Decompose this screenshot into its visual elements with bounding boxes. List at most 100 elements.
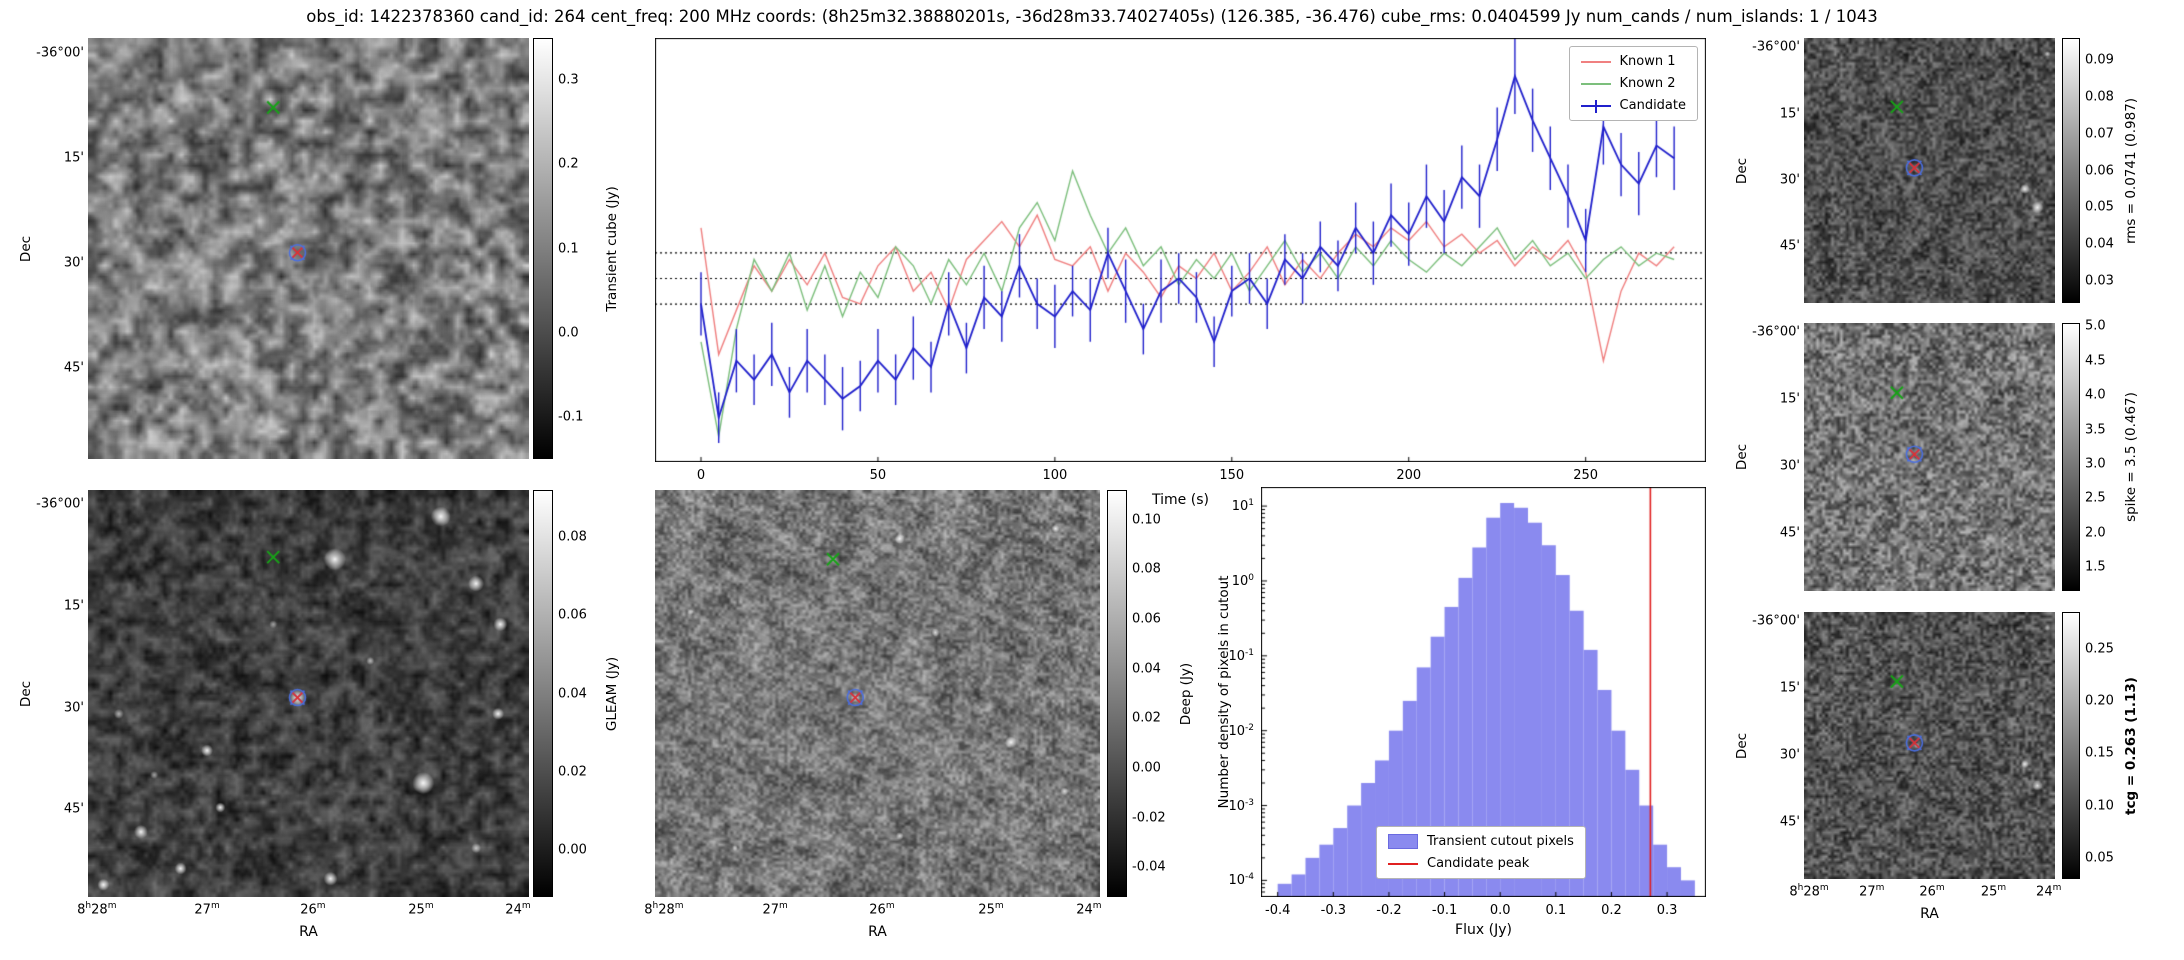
histogram-legend: Transient cutout pixels Candidate peak	[1376, 826, 1586, 879]
lightcurve-x-tick-label: 0	[696, 468, 706, 483]
candidate-legend-label: Candidate	[1619, 98, 1686, 113]
colorbar-tick-label: 0.02	[558, 764, 587, 780]
ra-tick-label: 26m	[300, 901, 326, 918]
dec-tick-label: 15'	[63, 150, 84, 166]
dec-axis-label: Dec	[1734, 443, 1750, 471]
rms-image	[1804, 38, 2055, 303]
colorbar-tick-label: 0.3	[558, 72, 579, 88]
dec-tick-label: -36°00'	[1752, 39, 1800, 55]
colorbar-tick-label: 0.05	[2085, 850, 2114, 866]
histogram-y-tick-label: 10-4	[1228, 872, 1254, 889]
transient-cube-colorbar	[533, 38, 553, 459]
histogram-y-tick-label: 10-1	[1228, 647, 1254, 664]
colorbar-tick-label: 0.08	[1132, 561, 1161, 577]
legend-entry-candidate: Candidate	[1580, 98, 1686, 113]
dec-tick-label: 45'	[1779, 238, 1800, 254]
dec-axis-label: Dec	[1734, 732, 1750, 759]
rms-colorbar	[2062, 38, 2080, 303]
ra-tick-label: 27m	[194, 901, 220, 918]
colorbar-tick-label: 3.0	[2085, 456, 2106, 472]
lightcurve-xlabel: Time (s)	[1152, 492, 1209, 508]
ra-tick-label: 26m	[869, 901, 895, 918]
gleam-colorbar-label: GLEAM (Jy)	[604, 656, 620, 731]
legend-entry-known1: Known 1	[1580, 54, 1686, 69]
colorbar-tick-label: 5.0	[2085, 318, 2106, 334]
legend-entry-known2: Known 2	[1580, 76, 1686, 91]
dec-tick-label: 45'	[63, 360, 84, 376]
ra-tick-label: 27m	[762, 901, 788, 918]
colorbar-tick-label: 1.5	[2085, 559, 2106, 575]
rms-colorbar-label: rms = 0.0741 (0.987)	[2123, 97, 2139, 244]
colorbar-tick-label: 0.10	[1132, 512, 1161, 528]
colorbar-tick-label: 0.02	[1132, 710, 1161, 726]
histogram-y-tick-label: 101	[1231, 497, 1254, 515]
colorbar-tick-label: 0.20	[2085, 693, 2114, 709]
lightcurve-x-tick-label: 50	[869, 468, 887, 483]
candidate-peak-line-swatch	[1388, 862, 1418, 865]
colorbar-tick-label: 2.5	[2085, 490, 2106, 506]
colorbar-tick-label: 0.10	[2085, 798, 2114, 814]
spike-colorbar	[2062, 323, 2080, 591]
lightcurve-x-tick-label: 200	[1396, 468, 1422, 483]
colorbar-tick-label: 0.00	[558, 842, 587, 858]
candidate-peak-legend-label: Candidate peak	[1427, 856, 1530, 871]
histogram-y-tick-label: 10-3	[1228, 797, 1254, 814]
histogram-x-tick-label: 0.3	[1656, 903, 1678, 918]
histogram-y-tick-label: 10-2	[1228, 722, 1254, 739]
transient-cube-colorbar-label: Transient cube (Jy)	[604, 185, 620, 312]
colorbar-tick-label: -0.04	[1132, 859, 1166, 875]
lightcurve-x-tick-label: 250	[1573, 468, 1599, 483]
known1-legend-label: Known 1	[1619, 54, 1676, 69]
colorbar-tick-label: 0.00	[1132, 760, 1161, 776]
colorbar-tick-label: 0.2	[558, 156, 579, 172]
dec-tick-label: 45'	[63, 801, 84, 817]
dec-tick-label: 45'	[1779, 525, 1800, 541]
legend-entry-cutout-pixels: Transient cutout pixels	[1388, 834, 1574, 849]
ra-tick-label: 25m	[408, 901, 434, 918]
colorbar-tick-label: 2.0	[2085, 525, 2106, 541]
colorbar-tick-label: 0.06	[2085, 163, 2114, 178]
ra-axis-label: RA	[868, 924, 887, 940]
dec-tick-label: 30'	[63, 255, 84, 271]
colorbar-tick-label: 0.08	[558, 529, 587, 545]
cutout-pixels-swatch	[1388, 834, 1418, 849]
histogram-x-tick-label: 0.2	[1601, 903, 1622, 918]
candidate-errorbar-tick	[1594, 99, 1597, 113]
dec-tick-label: 15'	[1779, 680, 1800, 696]
tcg-colorbar	[2062, 612, 2080, 879]
tcg-colorbar-label: tcg = 0.263 (1.13)	[2123, 676, 2139, 815]
ra-tick-label: 24m	[1076, 901, 1102, 918]
ra-tick-label: 26m	[1919, 883, 1945, 900]
dec-tick-label: 30'	[1779, 172, 1800, 188]
colorbar-tick-label: 0.15	[2085, 745, 2114, 761]
dec-tick-label: -36°00'	[36, 45, 84, 61]
colorbar-tick-label: 0.04	[558, 686, 587, 701]
ra-tick-label: 27m	[1859, 883, 1885, 900]
cutout-pixels-legend-label: Transient cutout pixels	[1427, 834, 1574, 849]
colorbar-tick-label: 0.06	[1132, 611, 1161, 627]
colorbar-tick-label: 0.09	[2085, 52, 2114, 68]
histogram-x-tick-label: -0.1	[1431, 903, 1458, 918]
ra-tick-label: 24m	[2036, 883, 2062, 900]
dec-tick-label: -36°00'	[1752, 613, 1800, 629]
known1-line-swatch	[1580, 60, 1611, 63]
histogram-y-tick-label: 100	[1231, 572, 1254, 590]
dec-tick-label: 15'	[1779, 391, 1800, 407]
colorbar-tick-label: 0.03	[2085, 273, 2114, 289]
tcg-image	[1804, 612, 2055, 879]
histogram-x-tick-label: -0.4	[1265, 903, 1291, 918]
histogram-x-tick-label: 0.1	[1545, 903, 1567, 918]
transient-cube-image	[88, 38, 529, 459]
colorbar-tick-label: 0.25	[2085, 641, 2114, 657]
deep-colorbar	[1107, 490, 1127, 897]
deep-image	[655, 490, 1100, 897]
colorbar-tick-label: 0.0	[558, 325, 579, 341]
histogram-x-tick-label: -0.2	[1376, 903, 1402, 918]
ra-tick-label: 8h28m	[644, 901, 684, 918]
lightcurve-legend: Known 1 Known 2 Candidate	[1568, 46, 1698, 121]
spike-colorbar-label: spike = 3.5 (0.467)	[2123, 392, 2139, 522]
deep-colorbar-label: Deep (Jy)	[1178, 662, 1194, 725]
dec-tick-label: 30'	[1779, 747, 1800, 763]
dec-tick-label: -36°00'	[1752, 324, 1800, 340]
